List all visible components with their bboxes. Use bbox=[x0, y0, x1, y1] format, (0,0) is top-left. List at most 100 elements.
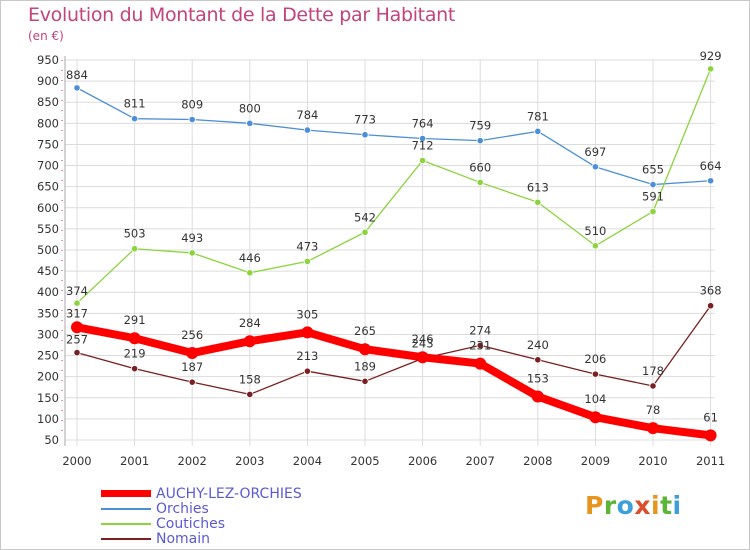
data-point-nomain bbox=[649, 382, 657, 390]
data-label-auchy-lez-orchies: 317 bbox=[66, 306, 88, 320]
data-point-nomain bbox=[73, 348, 81, 357]
legend-label: Orchies bbox=[156, 501, 209, 517]
data-label-nomain: 178 bbox=[642, 364, 664, 378]
series-line-coutiches bbox=[76, 68, 712, 304]
data-point-coutiches bbox=[476, 178, 484, 187]
y-tick-label: 150 bbox=[37, 391, 59, 405]
data-label-nomain: 189 bbox=[354, 359, 376, 373]
data-label-orchies: 784 bbox=[296, 108, 318, 122]
series-line-nomain bbox=[76, 305, 712, 396]
data-point-nomain bbox=[131, 365, 139, 373]
data-label-coutiches: 446 bbox=[239, 251, 261, 265]
data-label-auchy-lez-orchies: 265 bbox=[354, 324, 376, 338]
data-point-orchies bbox=[303, 126, 311, 134]
logo-letter: o bbox=[616, 491, 635, 520]
data-point-coutiches bbox=[418, 156, 427, 165]
data-label-auchy-lez-orchies: 305 bbox=[296, 307, 318, 321]
data-label-auchy-lez-orchies: 291 bbox=[124, 313, 146, 327]
data-point-auchy-lez-orchies bbox=[301, 326, 314, 339]
y-tick-label: 50 bbox=[44, 433, 59, 447]
data-point-orchies bbox=[73, 84, 81, 92]
x-tick-label: 2000 bbox=[62, 454, 91, 468]
data-point-orchies bbox=[131, 115, 139, 123]
y-tick-label: 500 bbox=[37, 243, 59, 257]
data-point-orchies bbox=[188, 115, 196, 124]
data-point-auchy-lez-orchies bbox=[704, 429, 717, 442]
data-point-nomain bbox=[246, 390, 254, 398]
y-tick-label: 850 bbox=[37, 95, 59, 109]
data-label-orchies: 811 bbox=[124, 97, 146, 111]
data-label-auchy-lez-orchies: 231 bbox=[469, 339, 491, 353]
y-tick-label: 400 bbox=[37, 285, 59, 299]
data-point-auchy-lez-orchies bbox=[589, 411, 602, 424]
data-label-coutiches: 613 bbox=[527, 180, 549, 194]
data-label-nomain: 243 bbox=[412, 337, 434, 351]
logo-letter: i bbox=[672, 491, 682, 520]
data-label-coutiches: 503 bbox=[124, 227, 146, 241]
logo-letter: i bbox=[651, 491, 661, 520]
x-tick-label: 2004 bbox=[293, 454, 322, 468]
logo-letter: P bbox=[585, 491, 604, 520]
y-tick-label: 250 bbox=[37, 349, 59, 363]
logo-letter: r bbox=[603, 491, 617, 520]
data-point-orchies bbox=[418, 134, 427, 143]
data-label-nomain: 187 bbox=[181, 360, 203, 374]
data-label-coutiches: 591 bbox=[642, 190, 664, 204]
x-tick-label: 2011 bbox=[696, 454, 725, 468]
data-label-nomain: 240 bbox=[527, 338, 549, 352]
data-label-coutiches: 473 bbox=[296, 239, 318, 253]
x-tick-label: 2009 bbox=[581, 454, 610, 468]
data-point-auchy-lez-orchies bbox=[531, 390, 544, 403]
data-label-orchies: 781 bbox=[527, 109, 549, 123]
data-point-orchies bbox=[246, 119, 254, 127]
data-point-nomain bbox=[534, 356, 542, 364]
x-tick-label: 2005 bbox=[350, 454, 379, 468]
legend-swatch bbox=[101, 508, 151, 510]
data-point-orchies bbox=[706, 177, 715, 185]
series-line-auchy-lez-orchies bbox=[73, 323, 715, 440]
data-point-coutiches bbox=[706, 65, 715, 73]
data-label-nomain: 274 bbox=[469, 323, 491, 337]
data-label-auchy-lez-orchies: 78 bbox=[646, 403, 661, 417]
data-point-coutiches bbox=[188, 249, 196, 257]
data-point-orchies bbox=[361, 131, 369, 139]
data-point-orchies bbox=[649, 180, 657, 189]
data-point-auchy-lez-orchies bbox=[128, 332, 141, 345]
data-label-auchy-lez-orchies: 284 bbox=[239, 316, 261, 330]
proxiti-logo: Proxiti bbox=[585, 491, 682, 520]
data-label-orchies: 800 bbox=[239, 101, 261, 115]
x-tick-label: 2002 bbox=[178, 454, 207, 468]
data-label-coutiches: 660 bbox=[469, 160, 491, 174]
y-tick-label: 550 bbox=[37, 222, 59, 236]
data-label-auchy-lez-orchies: 153 bbox=[527, 372, 549, 386]
data-point-nomain bbox=[476, 341, 484, 350]
data-point-coutiches bbox=[534, 198, 542, 206]
data-point-auchy-lez-orchies bbox=[416, 351, 429, 364]
data-label-orchies: 664 bbox=[700, 159, 722, 173]
data-point-coutiches bbox=[246, 269, 254, 277]
data-label-nomain: 213 bbox=[296, 349, 318, 363]
x-tick-label: 2001 bbox=[120, 454, 149, 468]
y-tick-label: 200 bbox=[37, 370, 59, 384]
logo-letter: t bbox=[660, 491, 673, 520]
data-label-coutiches: 542 bbox=[354, 210, 376, 224]
legend-swatch bbox=[101, 523, 151, 525]
data-label-auchy-lez-orchies: 104 bbox=[584, 392, 606, 406]
series-line-orchies bbox=[76, 87, 712, 186]
y-tick-label: 750 bbox=[37, 137, 59, 151]
data-point-coutiches bbox=[649, 207, 657, 216]
y-tick-label: 700 bbox=[37, 159, 59, 173]
data-point-coutiches bbox=[73, 299, 81, 307]
data-label-coutiches: 510 bbox=[584, 224, 606, 238]
data-label-nomain: 206 bbox=[584, 352, 606, 366]
data-point-auchy-lez-orchies bbox=[474, 357, 487, 370]
data-point-auchy-lez-orchies bbox=[359, 343, 371, 356]
data-label-orchies: 884 bbox=[66, 68, 88, 82]
data-point-auchy-lez-orchies bbox=[186, 347, 199, 360]
y-tick-label: 450 bbox=[37, 264, 59, 278]
data-label-nomain: 219 bbox=[124, 347, 146, 361]
x-tick-label: 2010 bbox=[638, 454, 667, 468]
data-point-coutiches bbox=[303, 257, 311, 265]
